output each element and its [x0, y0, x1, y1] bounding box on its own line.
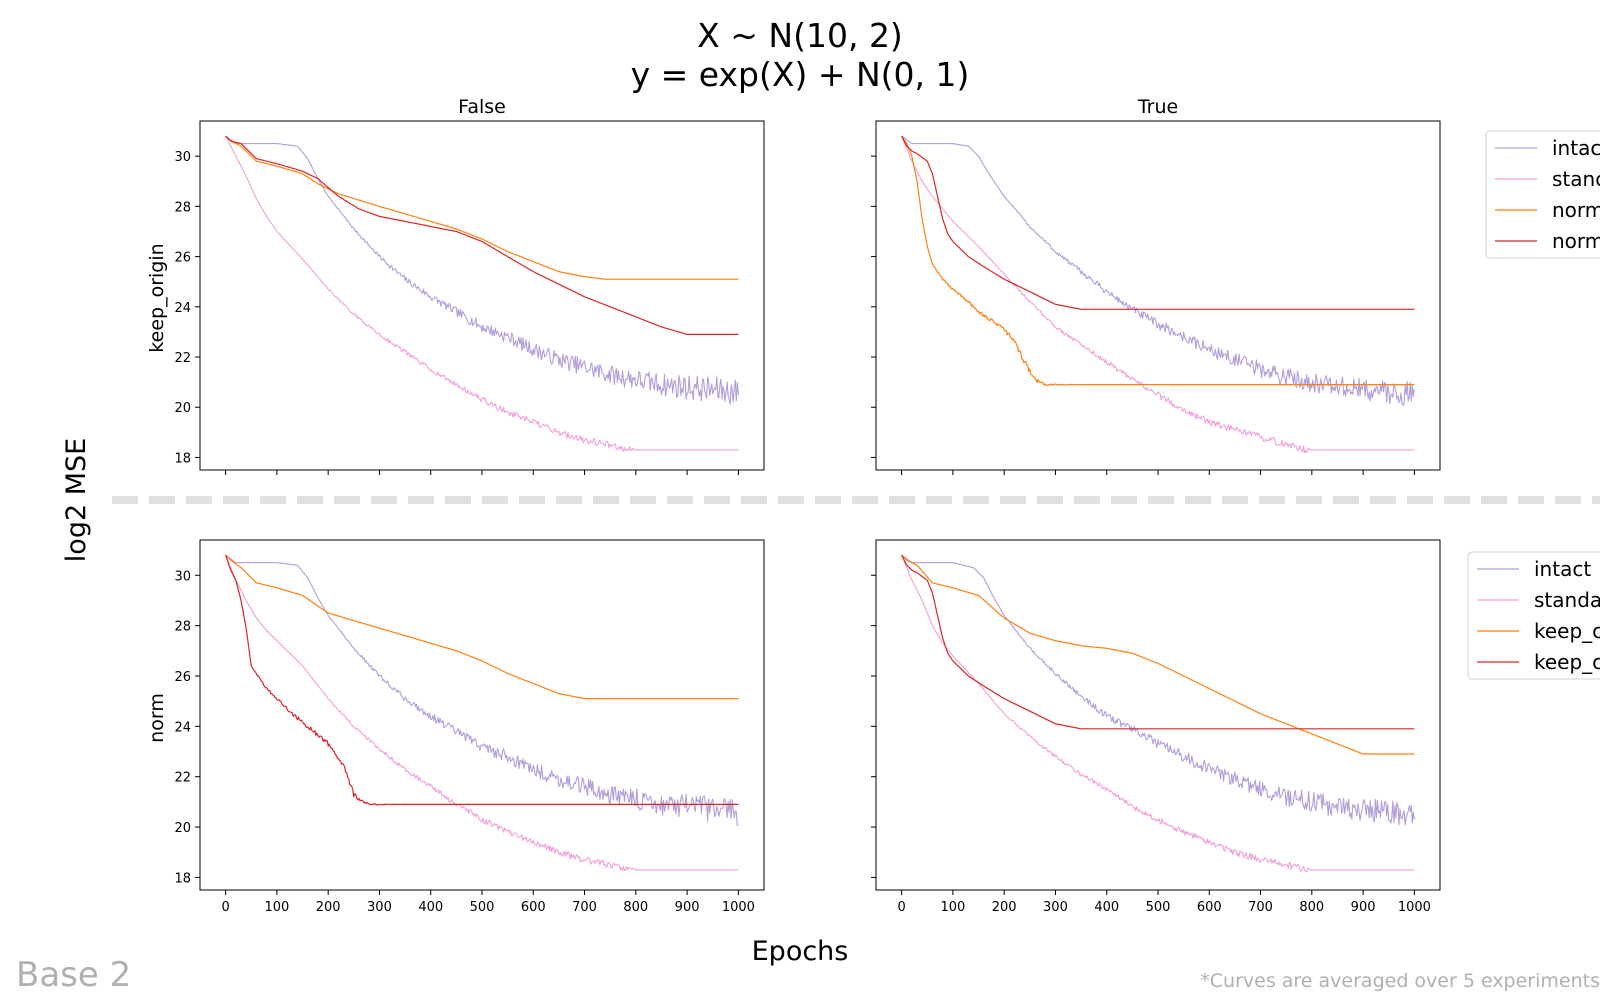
row-label-keep-origin: keep_origin [146, 243, 168, 352]
legends: intacstancnormnormintactstandakeep_ckeep… [1467, 130, 1600, 680]
x-tick-label: 500 [1146, 900, 1171, 915]
y-tick-label: 30 [174, 150, 191, 165]
legend-box [1467, 551, 1600, 680]
y-tick-label: 20 [174, 821, 191, 836]
column-title-false: False [458, 96, 506, 118]
x-tick-label: 0 [897, 900, 905, 915]
x-tick-label: 800 [1299, 900, 1324, 915]
series-line-orange [901, 554, 1415, 755]
y-tick-label: 28 [174, 620, 191, 635]
series-line-intact [901, 554, 1415, 826]
x-tick-label: 100 [264, 900, 289, 915]
series-line-red [225, 135, 739, 335]
legend-entry-label: standa [1534, 588, 1600, 612]
x-tick-label: 0 [221, 900, 229, 915]
x-tick-label: 900 [1351, 900, 1376, 915]
suptitle-line-2: y = exp(X) + N(0, 1) [631, 55, 970, 94]
row-label-norm: norm [146, 693, 168, 743]
series-line-intact [901, 135, 1415, 406]
y-tick-label: 18 [174, 451, 191, 466]
legend-entry-label: norm [1552, 198, 1600, 222]
series-line-standard [901, 135, 1415, 454]
panel-0: 18 20 22 24 26 28 30 [174, 120, 765, 475]
base-label: Base 2 [16, 955, 132, 995]
y-tick-label: 24 [174, 301, 191, 316]
x-tick-label: 600 [1197, 900, 1222, 915]
column-title-true: True [1137, 96, 1178, 118]
x-tick-label: 1000 [1398, 900, 1431, 915]
legend-entry-label: keep_c [1534, 650, 1600, 674]
series-line-standard [901, 554, 1415, 873]
legend-box [1485, 130, 1600, 259]
series-line-orange [225, 554, 739, 700]
axes-frame [199, 539, 765, 891]
y-tick-label: 26 [174, 670, 191, 685]
x-axis-label: Epochs [752, 936, 849, 967]
legend-entry-label: stanc [1552, 167, 1600, 191]
x-tick-label: 600 [521, 900, 546, 915]
footnote: *Curves are averaged over 5 experiments [1200, 970, 1600, 992]
panel-1 [871, 120, 1441, 475]
legend-0: intac stanc norm norm [1485, 130, 1600, 259]
series-line-red [225, 554, 739, 806]
series-line-standard [225, 135, 739, 452]
legend-entry-label: intac [1552, 136, 1600, 160]
x-tick-label: 700 [572, 900, 597, 915]
series-line-red [901, 554, 1415, 730]
y-tick-label: 24 [174, 720, 191, 735]
legend-1: intact standa keep_c keep_c [1467, 551, 1600, 680]
x-tick-label: 500 [470, 900, 495, 915]
series-line-red [901, 135, 1415, 310]
suptitle-line-1: X ~ N(10, 2) [697, 16, 903, 55]
y-axis-label: log2 MSE [61, 438, 92, 562]
series-line-standard [225, 554, 739, 872]
x-tick-label: 300 [367, 900, 392, 915]
axes-frame [875, 539, 1441, 891]
y-tick-label: 18 [174, 871, 191, 886]
x-tick-label: 300 [1043, 900, 1068, 915]
series-line-intact [225, 554, 739, 827]
x-tick-label: 200 [992, 900, 1017, 915]
y-tick-label: 20 [174, 401, 191, 416]
series-line-orange [225, 135, 739, 280]
y-tick-label: 26 [174, 251, 191, 266]
x-tick-label: 400 [1094, 900, 1119, 915]
x-tick-label: 800 [623, 900, 648, 915]
panel-3: 0 100 200 300 400 500 600 700 800 900 1000 [871, 539, 1441, 915]
x-tick-label: 100 [940, 900, 965, 915]
legend-entry-label: norm [1552, 229, 1600, 253]
legend-entry-label: keep_c [1534, 619, 1600, 643]
x-tick-label: 900 [675, 900, 700, 915]
x-tick-label: 400 [418, 900, 443, 915]
legend-entry-label: intact [1534, 557, 1591, 581]
y-tick-label: 22 [174, 771, 191, 786]
series-line-orange [901, 135, 1415, 386]
y-tick-label: 30 [174, 569, 191, 584]
x-tick-label: 700 [1248, 900, 1273, 915]
y-tick-label: 28 [174, 200, 191, 215]
x-tick-label: 200 [316, 900, 341, 915]
x-tick-label: 1000 [722, 900, 755, 915]
series-line-intact [225, 135, 739, 405]
y-tick-label: 22 [174, 351, 191, 366]
axes-frame [199, 120, 765, 471]
